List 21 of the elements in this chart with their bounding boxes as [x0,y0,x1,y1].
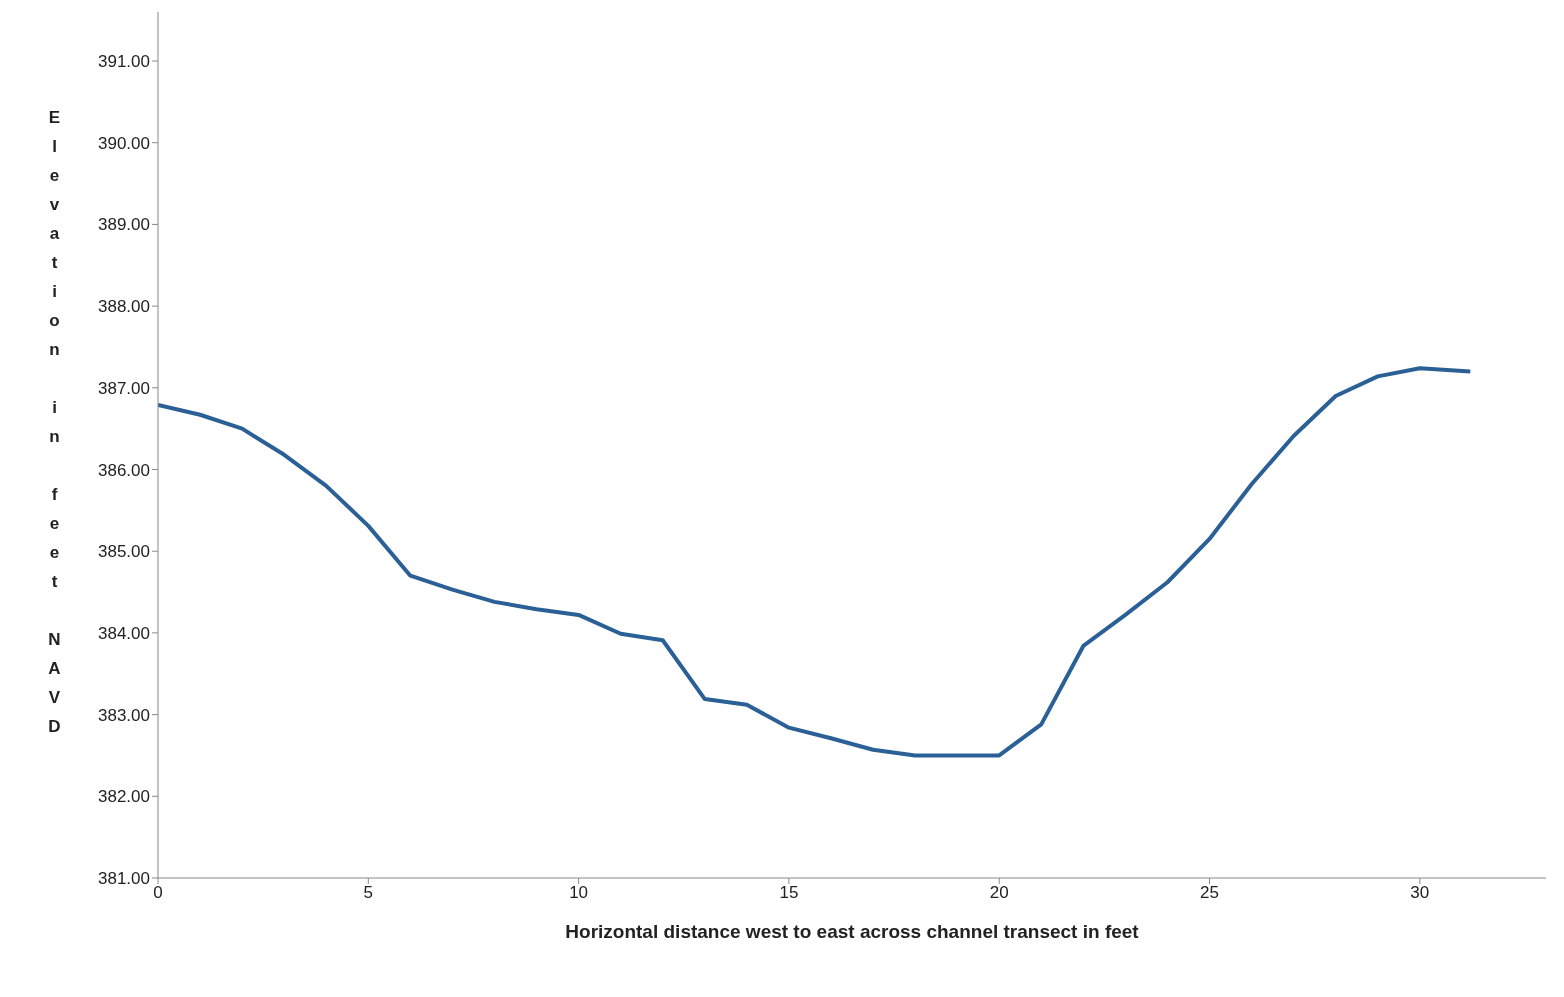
y-tick-label: 386.00 [98,460,150,480]
y-axis-title: Elevation in feet NAVD [44,108,64,746]
x-tick-label: 25 [1200,883,1219,903]
y-tick-label: 384.00 [98,623,150,643]
y-tick-label: 382.00 [98,787,150,807]
y-tick-label: 385.00 [98,542,150,562]
x-tick-label: 20 [989,883,1009,903]
y-tick-label: 383.00 [98,705,150,725]
line-series [158,366,1473,758]
y-tick-label: 388.00 [98,297,150,317]
x-tick-label: 15 [779,883,799,903]
y-tick-label: 381.00 [98,869,150,889]
y-tick-label: 391.00 [98,52,150,72]
y-tick-label: 387.00 [98,378,150,398]
x-tick-label: 10 [569,883,589,903]
y-tick-label: 389.00 [98,215,150,235]
x-tick-label: 30 [1410,883,1430,903]
x-tick-label: 5 [363,883,374,903]
x-tick-label: 0 [153,883,163,903]
y-tick-label: 390.00 [98,133,150,153]
x-axis-title: Horizontal distance west to east across channel transect in feet [565,921,1140,942]
